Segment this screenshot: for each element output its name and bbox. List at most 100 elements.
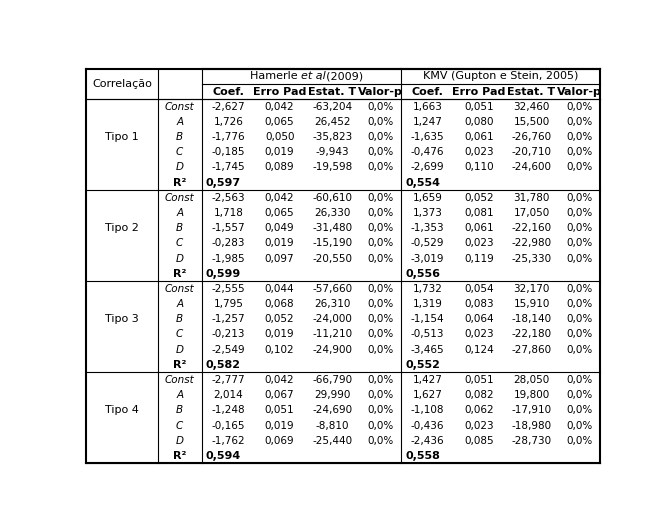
Text: B: B (176, 223, 183, 233)
Text: -1,108: -1,108 (411, 405, 444, 415)
Text: 26,310: 26,310 (314, 299, 350, 309)
Text: -24,000: -24,000 (312, 314, 352, 324)
Text: D: D (176, 254, 184, 264)
Text: -1,353: -1,353 (411, 223, 444, 233)
Text: -1,776: -1,776 (212, 132, 245, 142)
Text: 0,0%: 0,0% (567, 284, 593, 294)
Text: 0,0%: 0,0% (567, 345, 593, 355)
Text: Estat. T: Estat. T (308, 87, 356, 97)
Text: Erro Pad: Erro Pad (452, 87, 506, 97)
Text: 0,051: 0,051 (464, 102, 494, 112)
Text: A: A (176, 117, 183, 127)
Text: 0,049: 0,049 (265, 223, 294, 233)
Text: 1,373: 1,373 (413, 208, 443, 218)
Text: 0,061: 0,061 (464, 223, 494, 233)
Text: 0,0%: 0,0% (367, 345, 394, 355)
Text: 0,0%: 0,0% (367, 163, 394, 173)
Text: D: D (176, 436, 184, 446)
Text: 0,0%: 0,0% (567, 329, 593, 339)
Text: Tipo 3: Tipo 3 (105, 314, 139, 324)
Text: 0,0%: 0,0% (567, 163, 593, 173)
Text: 2,014: 2,014 (214, 390, 243, 400)
Text: 0,019: 0,019 (265, 420, 294, 430)
Text: -20,710: -20,710 (511, 147, 551, 157)
Text: 1,247: 1,247 (413, 117, 443, 127)
Text: 26,452: 26,452 (314, 117, 350, 127)
Text: 17,050: 17,050 (513, 208, 549, 218)
Text: 0,023: 0,023 (464, 147, 494, 157)
Text: R²: R² (173, 269, 186, 279)
Text: -1,154: -1,154 (411, 314, 444, 324)
Text: C: C (176, 147, 184, 157)
Text: 0,051: 0,051 (464, 375, 494, 385)
Text: 0,050: 0,050 (265, 132, 294, 142)
Text: KMV (Gupton e Stein, 2005): KMV (Gupton e Stein, 2005) (423, 72, 578, 82)
Text: -9,943: -9,943 (316, 147, 349, 157)
Text: -0,213: -0,213 (212, 329, 245, 339)
Text: 1,726: 1,726 (213, 117, 243, 127)
Text: 0,0%: 0,0% (567, 420, 593, 430)
Text: C: C (176, 238, 184, 248)
Text: 0,0%: 0,0% (367, 329, 394, 339)
Text: B: B (176, 132, 183, 142)
Text: 0,064: 0,064 (464, 314, 494, 324)
Text: 0,0%: 0,0% (567, 132, 593, 142)
Text: 1,427: 1,427 (413, 375, 443, 385)
Text: 0,0%: 0,0% (367, 132, 394, 142)
Text: 0,0%: 0,0% (567, 390, 593, 400)
Text: Hamerle: Hamerle (251, 72, 302, 82)
Text: 28,050: 28,050 (513, 375, 549, 385)
Text: -28,730: -28,730 (511, 436, 551, 446)
Text: 0,068: 0,068 (265, 299, 294, 309)
Text: -57,660: -57,660 (312, 284, 352, 294)
Text: 0,067: 0,067 (265, 390, 294, 400)
Text: 0,097: 0,097 (265, 254, 294, 264)
Text: -1,248: -1,248 (212, 405, 245, 415)
Text: -66,790: -66,790 (312, 375, 352, 385)
Text: -31,480: -31,480 (312, 223, 352, 233)
Text: Erro Pad: Erro Pad (253, 87, 306, 97)
Text: -15,190: -15,190 (312, 238, 352, 248)
Text: -1,257: -1,257 (212, 314, 245, 324)
Text: -17,910: -17,910 (511, 405, 551, 415)
Text: 0,0%: 0,0% (567, 208, 593, 218)
Text: Valor-p: Valor-p (358, 87, 403, 97)
Text: B: B (176, 405, 183, 415)
Text: -1,985: -1,985 (212, 254, 245, 264)
Text: 0,0%: 0,0% (367, 147, 394, 157)
Text: 0,052: 0,052 (464, 193, 494, 203)
Text: 0,102: 0,102 (265, 345, 294, 355)
Text: 15,500: 15,500 (513, 117, 549, 127)
Text: -60,610: -60,610 (312, 193, 352, 203)
Text: 0,558: 0,558 (405, 451, 440, 461)
Text: 0,019: 0,019 (265, 238, 294, 248)
Text: 0,061: 0,061 (464, 132, 494, 142)
Text: -0,283: -0,283 (212, 238, 245, 248)
Text: -3,465: -3,465 (411, 345, 444, 355)
Text: -22,980: -22,980 (511, 238, 551, 248)
Text: 0,089: 0,089 (265, 163, 294, 173)
Text: -8,810: -8,810 (316, 420, 349, 430)
Text: -0,436: -0,436 (411, 420, 444, 430)
Text: 31,780: 31,780 (513, 193, 549, 203)
Text: D: D (176, 163, 184, 173)
Text: 0,0%: 0,0% (367, 405, 394, 415)
Text: -35,823: -35,823 (312, 132, 352, 142)
Text: 0,552: 0,552 (405, 360, 440, 370)
Text: 0,597: 0,597 (206, 178, 241, 188)
Text: -2,549: -2,549 (212, 345, 245, 355)
Text: -22,180: -22,180 (511, 329, 551, 339)
Text: -27,860: -27,860 (511, 345, 551, 355)
Text: 0,0%: 0,0% (367, 299, 394, 309)
Text: -1,557: -1,557 (212, 223, 245, 233)
Text: 0,042: 0,042 (265, 193, 294, 203)
Text: 32,460: 32,460 (513, 102, 549, 112)
Text: 0,0%: 0,0% (567, 436, 593, 446)
Text: -2,436: -2,436 (411, 436, 444, 446)
Text: 0,0%: 0,0% (567, 193, 593, 203)
Text: R²: R² (173, 178, 186, 188)
Text: 0,0%: 0,0% (367, 375, 394, 385)
Text: 0,0%: 0,0% (567, 147, 593, 157)
Text: 0,0%: 0,0% (367, 193, 394, 203)
Text: 15,910: 15,910 (513, 299, 549, 309)
